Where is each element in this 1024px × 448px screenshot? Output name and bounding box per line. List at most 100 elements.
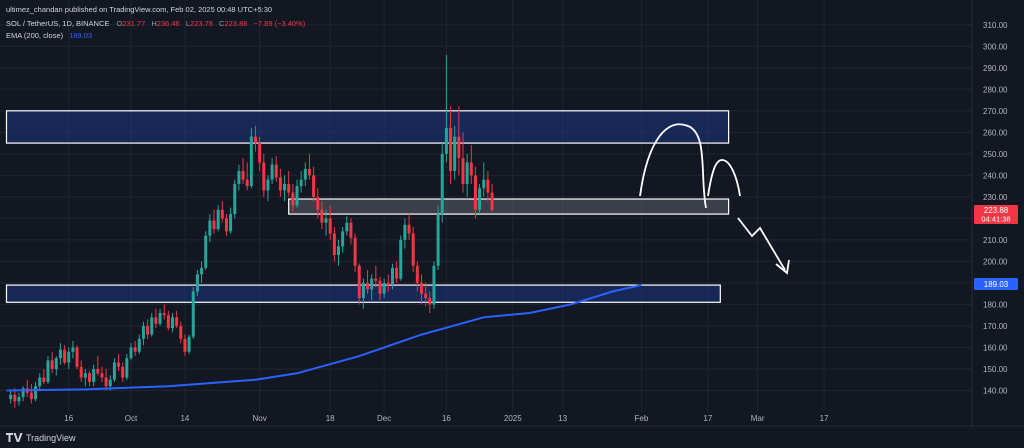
- candle-body: [324, 218, 328, 223]
- candle-body: [13, 394, 17, 402]
- candle-body: [171, 317, 174, 329]
- candle-body: [299, 179, 303, 187]
- candle-body: [440, 153, 444, 215]
- y-tick-label: 230.00: [983, 193, 1008, 202]
- y-tick-label: 180.00: [983, 300, 1008, 309]
- candle-body: [461, 158, 465, 184]
- candle-body: [34, 386, 38, 400]
- x-tick-label: Nov: [253, 414, 267, 423]
- ema-layer: [6, 284, 642, 392]
- ohlc-line: SOL / TetherUS, 1D, BINANCE O231.77 H236…: [6, 19, 306, 28]
- candle-body: [287, 183, 291, 193]
- candle-body: [382, 282, 386, 294]
- candle-body: [146, 325, 150, 335]
- zone-0: [5, 110, 730, 144]
- candle-body: [175, 317, 179, 326]
- ema-price-tag-bg: [974, 278, 1018, 290]
- close-label: C: [219, 19, 225, 28]
- candle-body: [129, 347, 133, 359]
- y-tick-label: 300.00: [983, 42, 1008, 51]
- candle-body: [407, 224, 411, 234]
- annotations: [639, 123, 790, 275]
- y-tick-label: 260.00: [983, 128, 1008, 137]
- candle-body: [270, 164, 274, 180]
- candle-body: [137, 338, 141, 352]
- candle-body: [21, 388, 25, 397]
- candle-body: [254, 136, 257, 144]
- candle-body: [449, 128, 453, 172]
- y-tick-label: 270.00: [983, 107, 1008, 116]
- candle-body: [436, 214, 440, 266]
- candle-body: [220, 209, 224, 219]
- zone-1: [288, 198, 730, 215]
- open-label: O: [116, 19, 122, 28]
- candle-body: [88, 373, 91, 382]
- candle-body: [482, 179, 486, 189]
- candle-body: [444, 128, 448, 154]
- candle-body: [258, 143, 262, 163]
- candle-body: [420, 282, 423, 294]
- ema-price-value: 189.03: [984, 280, 1009, 289]
- candle-body: [465, 162, 469, 184]
- candle-body: [187, 336, 191, 352]
- candle-body: [469, 162, 473, 176]
- candle-body: [337, 246, 340, 255]
- candle-body: [478, 188, 482, 210]
- candle-body: [162, 313, 166, 316]
- y-tick-label: 140.00: [983, 386, 1008, 395]
- candle-body: [46, 360, 50, 382]
- candle-body: [490, 192, 494, 211]
- candle-body: [328, 218, 332, 234]
- candle-body: [67, 351, 71, 363]
- x-tick-label: 16: [442, 414, 451, 423]
- candle-body: [357, 265, 361, 298]
- candle-body: [307, 168, 311, 176]
- candle-body: [341, 231, 345, 247]
- candle-body: [295, 186, 299, 206]
- candle-body: [249, 136, 253, 187]
- candle-body: [403, 224, 407, 240]
- shoulder-arc: [707, 159, 741, 197]
- candle-body: [353, 237, 357, 266]
- x-tick-label: 13: [558, 414, 567, 423]
- tradingview-logo[interactable]: TradingView: [6, 433, 76, 443]
- candle-body: [229, 214, 233, 232]
- low-value: 223.78: [190, 19, 213, 28]
- candle-body: [191, 291, 195, 337]
- candle-body: [332, 233, 336, 255]
- last-price-value: 223.88: [984, 206, 1009, 215]
- x-tick-label: 17: [703, 414, 712, 423]
- candle-body: [166, 315, 170, 329]
- last-price-tag: 223.88 04:41:38: [974, 205, 1018, 224]
- x-tick-label: Dec: [377, 414, 391, 423]
- x-tick-label: 18: [326, 414, 335, 423]
- head-arc: [639, 123, 707, 209]
- y-tick-label: 240.00: [983, 171, 1008, 180]
- candle-body: [457, 136, 461, 159]
- candle-body: [266, 179, 270, 191]
- candle-body: [486, 179, 490, 193]
- candle-body: [278, 177, 282, 191]
- x-tick-label: Feb: [635, 414, 649, 423]
- candle-body: [121, 366, 125, 378]
- open-value: 231.77: [122, 19, 145, 28]
- high-value: 236.46: [157, 19, 180, 28]
- candle-body: [262, 162, 266, 191]
- x-tick-label: 17: [820, 414, 829, 423]
- high-label: H: [151, 19, 156, 28]
- x-tick-label: 14: [180, 414, 189, 423]
- candle-body: [125, 358, 129, 378]
- change-value: −7.89 (−3.40%): [254, 19, 306, 28]
- candle-body: [17, 396, 21, 402]
- candles: [9, 54, 494, 408]
- candle-body: [432, 265, 436, 305]
- candle-body: [320, 209, 324, 223]
- candle-body: [96, 368, 100, 374]
- x-tick-label: 2025: [504, 414, 522, 423]
- y-tick-label: 310.00: [983, 21, 1008, 30]
- candle-body: [312, 175, 316, 197]
- candle-body: [453, 136, 457, 172]
- candle-body: [75, 347, 79, 367]
